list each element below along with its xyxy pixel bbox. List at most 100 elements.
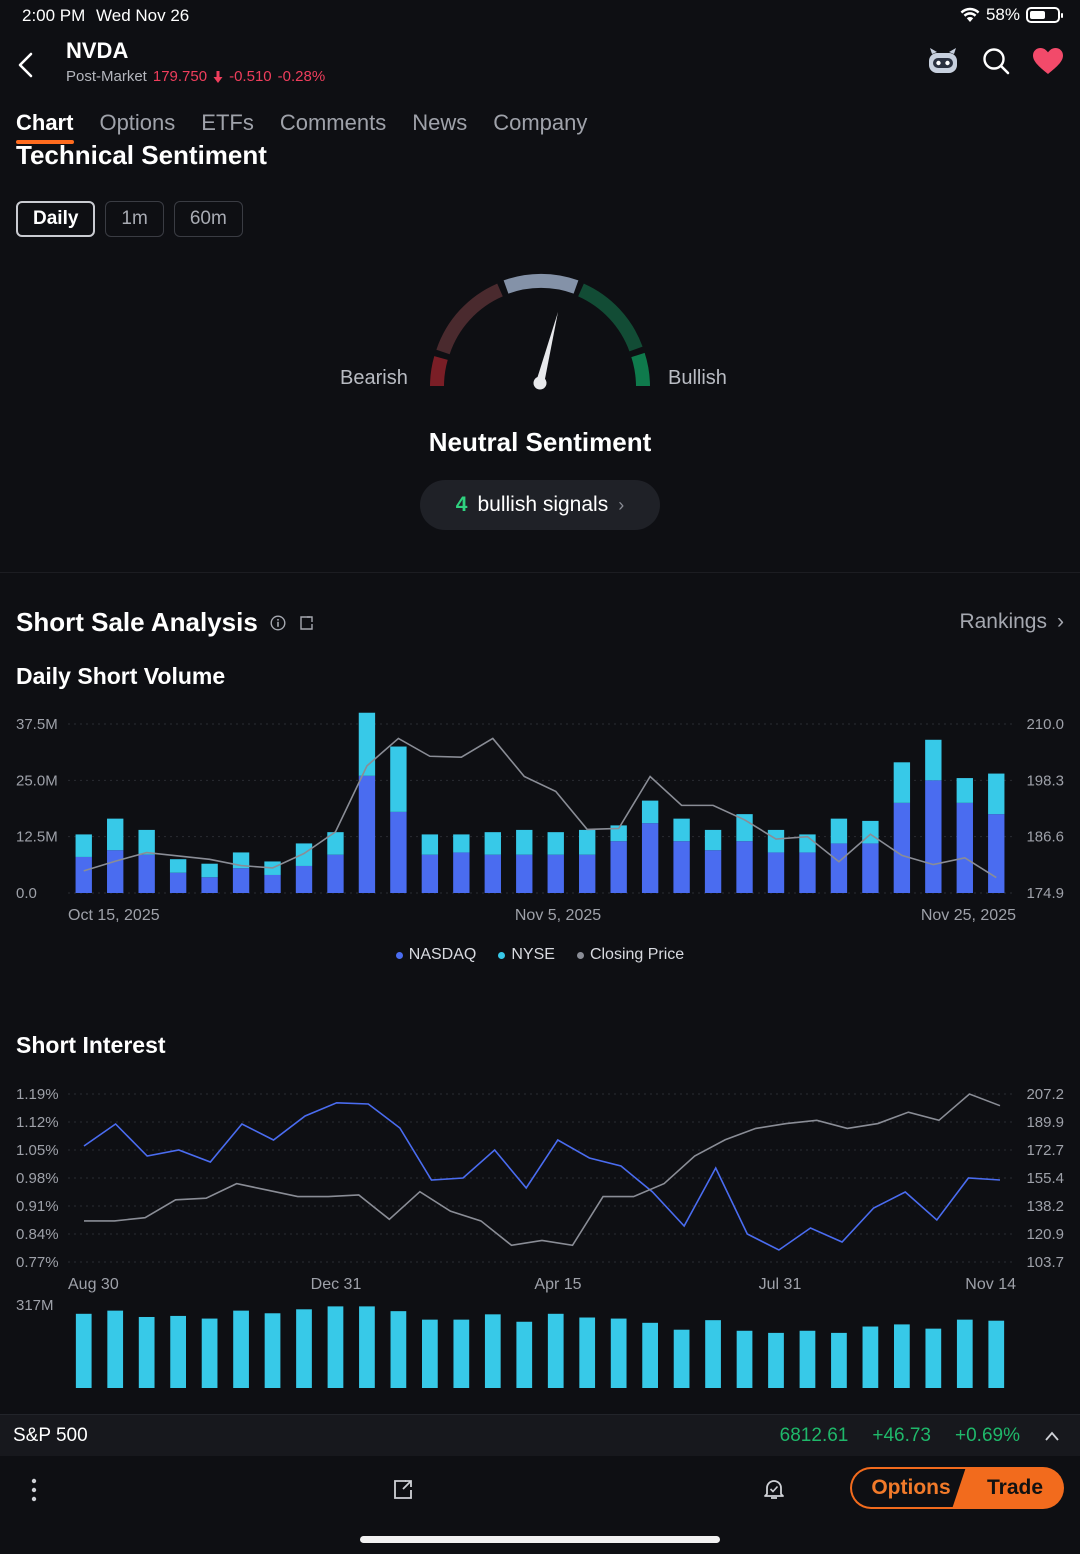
battery-percent: 58%	[985, 5, 1020, 24]
bar-nasdaq	[547, 854, 564, 893]
x-tick-label: Nov 14	[965, 1276, 1016, 1293]
index-change: +46.73	[872, 1425, 932, 1446]
index-ticker-bar[interactable]: S&P 500 6812.61 +46.73 +0.69%	[0, 1414, 1080, 1456]
tab-options[interactable]: Options	[99, 110, 176, 135]
status-right: 58%	[960, 5, 1063, 25]
bar-nyse	[295, 843, 313, 866]
bar-nasdaq	[641, 823, 659, 893]
legend-dot	[498, 951, 506, 959]
bar-nyse	[169, 859, 187, 873]
bar-nasdaq	[799, 852, 816, 893]
trade-button[interactable]: Trade	[952, 1467, 1064, 1509]
gauge-needle	[536, 312, 558, 384]
short-interest-bar	[75, 1313, 92, 1388]
chart-legend: NASDAQ NYSE Closing Price	[0, 946, 1080, 964]
tab-chart[interactable]: Chart	[16, 110, 75, 144]
y2-tick-label: 138.2	[1026, 1198, 1064, 1215]
legend-nasdaq[interactable]: NASDAQ	[395, 946, 476, 964]
legend-nyse[interactable]: NYSE	[498, 946, 555, 964]
post-market-change: -0.510	[229, 68, 272, 85]
status-bar: 2:00 PM Wed Nov 26 58%	[0, 0, 1080, 32]
x-tick-label: Nov 25, 2025	[921, 907, 1016, 924]
share-icon[interactable]	[392, 1477, 414, 1501]
short-interest-bar	[988, 1320, 1005, 1388]
bar-nasdaq	[264, 874, 281, 893]
bar-nyse	[358, 712, 376, 776]
status-date: Wed Nov 26	[96, 6, 190, 25]
bar-nyse	[736, 814, 753, 842]
section-divider	[0, 572, 1080, 573]
x-tick-label: Oct 15, 2025	[68, 907, 160, 924]
bar-nasdaq	[421, 854, 439, 893]
bar-nyse	[767, 829, 785, 853]
short-interest-bar	[547, 1313, 564, 1388]
y2-tick-label: 155.4	[1026, 1170, 1064, 1187]
bar-nasdaq	[201, 877, 218, 893]
price-alert-bell-icon[interactable]	[762, 1477, 786, 1501]
bar-nasdaq	[767, 852, 785, 893]
info-icon[interactable]	[270, 614, 286, 631]
filter-1m[interactable]: 1m	[105, 201, 164, 237]
rankings-label: Rankings	[959, 610, 1047, 633]
index-values: 6812.61 +46.73 +0.69%	[780, 1425, 1060, 1447]
bar-nasdaq	[516, 854, 533, 893]
robot-assistant-icon[interactable]	[926, 46, 960, 76]
y2-tick-label: 189.9	[1026, 1114, 1064, 1131]
bar-nyse	[579, 829, 596, 855]
options-button[interactable]: Options	[850, 1467, 970, 1509]
bar-nasdaq	[925, 780, 942, 893]
share-icon[interactable]	[298, 615, 314, 631]
technical-sentiment-title: Technical Sentiment	[16, 140, 267, 166]
bar-nasdaq	[673, 841, 690, 893]
bullish-signals-button[interactable]: 4 bullish signals ›	[420, 480, 660, 530]
bar-nyse	[390, 746, 407, 812]
short-interest-bar	[862, 1326, 879, 1388]
daily-short-volume-chart[interactable]: 37.5M 210.0 25.0M 198.3 12.5M 186.6 0.0 174.9 Oc…	[0, 710, 1080, 930]
short-interest-volume-chart[interactable]: 317M	[0, 1294, 1080, 1394]
gauge-needle-hub	[533, 376, 547, 390]
chevron-up-icon[interactable]	[1044, 1430, 1060, 1442]
wifi-icon	[960, 7, 980, 22]
y-tick-label: 0.77%	[16, 1254, 59, 1271]
tab-company[interactable]: Company	[493, 110, 588, 135]
short-interest-bar	[956, 1319, 973, 1388]
short-sale-header: Short Sale Analysis	[16, 607, 314, 638]
bar-nasdaq	[232, 868, 250, 893]
bar-nasdaq	[893, 802, 911, 893]
tab-etfs[interactable]: ETFs	[201, 110, 254, 135]
bar-nyse	[75, 834, 92, 857]
short-interest-chart[interactable]: 1.19% 207.2 1.12% 189.9 1.05% 172.7 0.98% 155.4…	[0, 1080, 1080, 1300]
y2-tick-label: 172.7	[1026, 1142, 1064, 1159]
search-icon[interactable]	[982, 47, 1010, 75]
down-arrow-icon	[213, 70, 223, 83]
tab-comments[interactable]: Comments	[279, 110, 387, 135]
signal-count: 4	[455, 493, 468, 516]
gauge-neutral-arc	[503, 273, 579, 294]
bar-nyse	[516, 829, 533, 855]
closing-price-line	[83, 737, 997, 879]
x-tick-label: Jul 31	[759, 1276, 802, 1293]
legend-closing-price[interactable]: Closing Price	[576, 946, 684, 964]
more-options-icon[interactable]	[30, 1477, 38, 1503]
y-tick-label: 37.5M	[16, 716, 58, 733]
bar-nasdaq	[862, 843, 879, 893]
filter-60m[interactable]: 60m	[173, 201, 243, 237]
rankings-link[interactable]: Rankings ›	[959, 610, 1064, 634]
bar-nasdaq	[390, 811, 407, 893]
bar-nyse	[925, 739, 942, 781]
tab-news[interactable]: News	[412, 110, 468, 135]
bar-nyse	[107, 818, 124, 851]
bar-nyse	[893, 762, 911, 803]
filter-daily[interactable]: Daily	[16, 201, 96, 237]
favorite-heart-icon[interactable]	[1032, 47, 1064, 75]
short-interest-bar	[516, 1321, 533, 1388]
y-tick-label: 12.5M	[16, 829, 58, 846]
back-arrow-icon[interactable]	[14, 50, 38, 80]
short-interest-bar	[736, 1330, 753, 1388]
bar-nasdaq	[579, 854, 596, 893]
short-sale-title: Short Sale Analysis	[16, 607, 258, 637]
y-tick-label: 25.0M	[16, 772, 58, 789]
short-interest-bar	[422, 1319, 438, 1388]
short-interest-bar	[138, 1316, 155, 1388]
chevron-right-icon: ›	[1057, 610, 1064, 633]
